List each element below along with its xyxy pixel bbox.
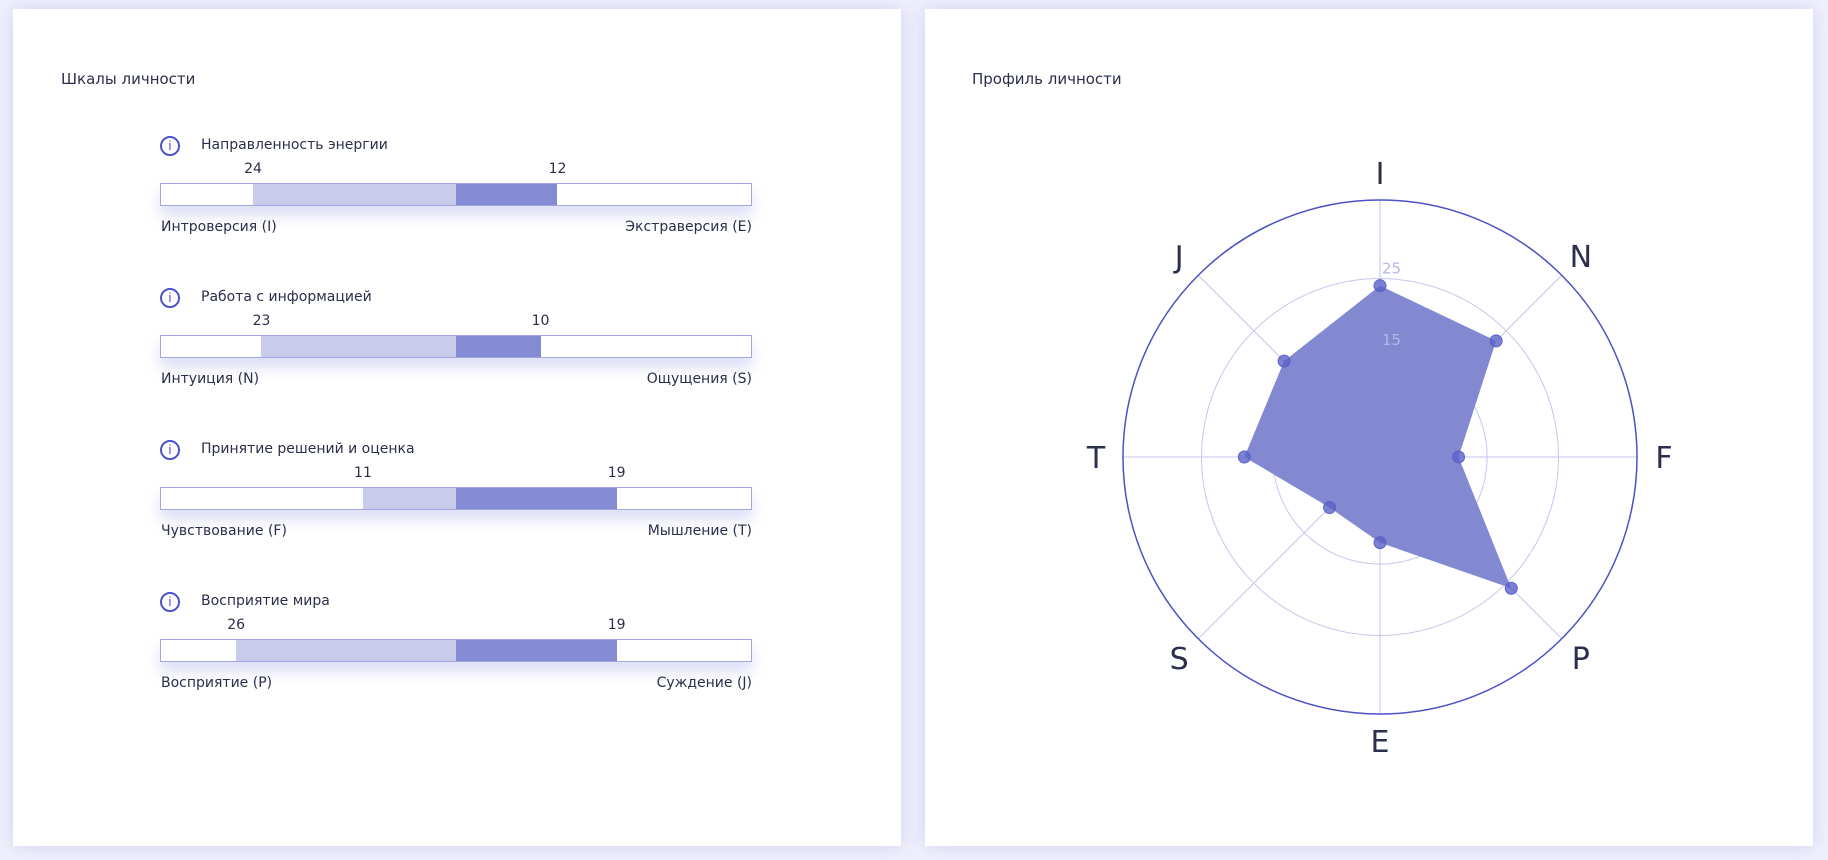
left-fill bbox=[362, 488, 456, 509]
data-area bbox=[1244, 285, 1512, 589]
radial-tick-label: 15 bbox=[1382, 331, 1401, 349]
right-fill bbox=[456, 488, 617, 509]
data-point bbox=[1237, 450, 1251, 464]
info-icon[interactable]: i bbox=[160, 592, 180, 612]
right-fill bbox=[456, 336, 541, 357]
axis-label-s: S bbox=[1170, 642, 1189, 677]
scale-bar bbox=[160, 183, 752, 206]
axis-label-p: P bbox=[1572, 642, 1590, 677]
right-fill bbox=[456, 184, 558, 205]
axis-label-e: E bbox=[1371, 725, 1390, 760]
card-title: Профиль личности bbox=[972, 70, 1122, 88]
radar-chart: 15 25 I N F P E S T J bbox=[1086, 157, 1673, 760]
axis-label-t: T bbox=[1086, 441, 1106, 476]
axis-label-j: J bbox=[1173, 240, 1184, 275]
scale-title: Принятие решений и оценка bbox=[201, 441, 415, 457]
right-value: 12 bbox=[548, 161, 567, 177]
info-icon[interactable]: i bbox=[160, 440, 180, 460]
left-value: 11 bbox=[354, 465, 372, 481]
data-point bbox=[1373, 279, 1387, 293]
scale-group: i Работа с информацией 23 10 Интуиция (N… bbox=[160, 288, 752, 428]
data-point bbox=[1489, 334, 1503, 348]
data-point bbox=[1277, 354, 1291, 368]
info-icon[interactable]: i bbox=[160, 136, 180, 156]
data-point bbox=[1323, 500, 1337, 514]
right-pole-label: Суждение (J) bbox=[656, 675, 752, 691]
right-fill bbox=[456, 640, 617, 661]
left-pole-label: Интроверсия (I) bbox=[161, 219, 277, 235]
scale-title: Восприятие мира bbox=[201, 593, 330, 609]
card-title: Шкалы личности bbox=[61, 70, 196, 88]
left-value: 23 bbox=[252, 313, 271, 329]
left-fill bbox=[261, 336, 456, 357]
right-value: 19 bbox=[607, 617, 626, 633]
scale-bar bbox=[160, 639, 752, 662]
outer-ring bbox=[1122, 199, 1638, 715]
right-pole-label: Мышление (T) bbox=[647, 523, 752, 539]
data-point bbox=[1373, 536, 1387, 550]
left-value: 24 bbox=[244, 161, 262, 177]
left-fill bbox=[236, 640, 456, 661]
scale-title: Работа с информацией bbox=[201, 289, 372, 305]
right-pole-label: Экстраверсия (E) bbox=[625, 219, 752, 235]
personality-scales-card: Шкалы личности i Направленность энергии … bbox=[13, 9, 901, 846]
left-fill bbox=[253, 184, 456, 205]
info-icon[interactable]: i bbox=[160, 288, 180, 308]
data-point bbox=[1504, 581, 1518, 595]
scale-title: Направленность энергии bbox=[201, 137, 388, 153]
left-pole-label: Интуиция (N) bbox=[161, 371, 260, 387]
left-pole-label: Чувствование (F) bbox=[161, 523, 287, 539]
scale-bar bbox=[160, 335, 752, 358]
data-point bbox=[1452, 450, 1466, 464]
right-value: 10 bbox=[531, 313, 550, 329]
radial-tick-label: 25 bbox=[1382, 260, 1401, 278]
scale-group: i Принятие решений и оценка 11 19 Чувств… bbox=[160, 440, 752, 580]
axis-label-f: F bbox=[1655, 441, 1672, 476]
left-pole-label: Восприятие (P) bbox=[161, 675, 273, 691]
left-value: 26 bbox=[227, 617, 246, 633]
right-pole-label: Ощущения (S) bbox=[646, 371, 752, 387]
axis-label-n: N bbox=[1570, 240, 1592, 275]
axis-label-i: I bbox=[1376, 157, 1385, 192]
scale-group: i Направленность энергии 24 12 Интроверс… bbox=[160, 136, 752, 276]
personality-profile-card: Профиль личности 15 25 I N F P E S T J bbox=[925, 9, 1813, 846]
scale-group: i Восприятие мира 26 19 Восприятие (P) С… bbox=[160, 592, 752, 732]
scale-bar bbox=[160, 487, 752, 510]
right-value: 19 bbox=[607, 465, 626, 481]
